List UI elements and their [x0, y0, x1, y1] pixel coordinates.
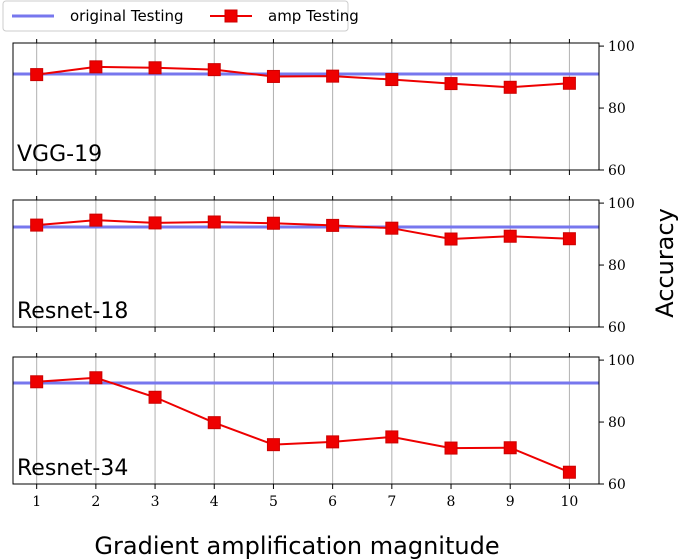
amp-testing-line — [36, 376, 570, 474]
x-tick-label: 4 — [210, 494, 219, 510]
amp-testing-point — [385, 221, 399, 235]
amp-testing-point — [562, 232, 576, 246]
x-tick-label: 3 — [151, 494, 160, 510]
amp-testing-point — [385, 73, 399, 87]
panel-1: 60 80 100 VGG-19 — [12, 39, 635, 179]
amp-testing-point — [89, 371, 103, 385]
y-tick-label: 100 — [608, 196, 635, 212]
amp-testing-point — [326, 218, 340, 232]
y-tick-label: 100 — [608, 39, 635, 55]
legend: original Testing amp Testing — [2, 0, 359, 32]
panel-label: Resnet-18 — [17, 299, 128, 324]
amp-testing-line — [36, 219, 570, 241]
amp-testing-point — [89, 213, 103, 227]
x-tick-label: 5 — [269, 494, 278, 510]
x-tick-label: 10 — [560, 494, 578, 510]
amp-testing-point — [148, 216, 162, 230]
y-tick-label: 80 — [608, 415, 626, 431]
amp-testing-point — [89, 60, 103, 74]
amp-testing-point — [148, 61, 162, 75]
x-tick-label: 6 — [328, 494, 337, 510]
legend-label-amp: amp Testing — [268, 7, 359, 25]
y-tick-label: 60 — [608, 163, 626, 179]
x-axis-label: Gradient amplification magnitude — [94, 532, 499, 560]
amp-testing-point — [444, 232, 458, 246]
x-tick-label: 1 — [32, 494, 41, 510]
legend-swatch-amp-marker — [224, 9, 238, 23]
panel-2: 60 80 100 Resnet-18 — [12, 196, 635, 336]
amp-testing-point — [385, 430, 399, 444]
x-tick-label: 2 — [91, 494, 100, 510]
panel-label: VGG-19 — [17, 142, 102, 167]
amp-testing-point — [444, 77, 458, 91]
amp-testing-point — [148, 390, 162, 404]
x-tick-label: 8 — [447, 494, 456, 510]
y-tick-label: 60 — [608, 477, 626, 493]
y-tick-label: 80 — [608, 258, 626, 274]
amp-testing-line — [36, 65, 570, 89]
amp-testing-point — [266, 69, 280, 83]
panel-frame — [12, 356, 600, 485]
amp-testing-point — [503, 441, 517, 455]
amp-testing-point — [30, 218, 44, 232]
amp-testing-point — [30, 375, 44, 389]
amp-testing-point — [503, 80, 517, 94]
amp-testing-point — [207, 63, 221, 77]
y-tick-label: 80 — [608, 101, 626, 117]
panel-3: 60 80 100 Resnet-34 1 2 3 4 5 6 7 8 9 10 — [12, 353, 635, 510]
x-tick-label: 9 — [506, 494, 515, 510]
amp-testing-point — [266, 438, 280, 452]
panel-frame — [12, 42, 600, 171]
amp-testing-point — [562, 465, 576, 479]
amp-testing-point — [30, 68, 44, 82]
y-tick-label: 60 — [608, 320, 626, 336]
amp-testing-point — [207, 416, 221, 430]
y-tick-label: 100 — [608, 353, 635, 369]
amp-testing-point — [503, 229, 517, 243]
panels: 60 80 100 VGG-19 60 80 100 Resnet-18 60 80 100 Resn… — [12, 39, 635, 510]
panel-label: Resnet-34 — [17, 456, 128, 481]
y-axis-label: Accuracy — [651, 208, 679, 318]
amp-testing-point — [207, 215, 221, 229]
legend-frame — [2, 0, 349, 32]
amp-testing-point — [562, 76, 576, 90]
x-tick-label: 7 — [387, 494, 396, 510]
panel-frame — [12, 199, 600, 328]
amp-testing-point — [266, 216, 280, 230]
legend-label-original: original Testing — [70, 7, 184, 25]
amp-testing-point — [326, 435, 340, 449]
amp-testing-point — [326, 69, 340, 83]
amp-testing-point — [444, 441, 458, 455]
